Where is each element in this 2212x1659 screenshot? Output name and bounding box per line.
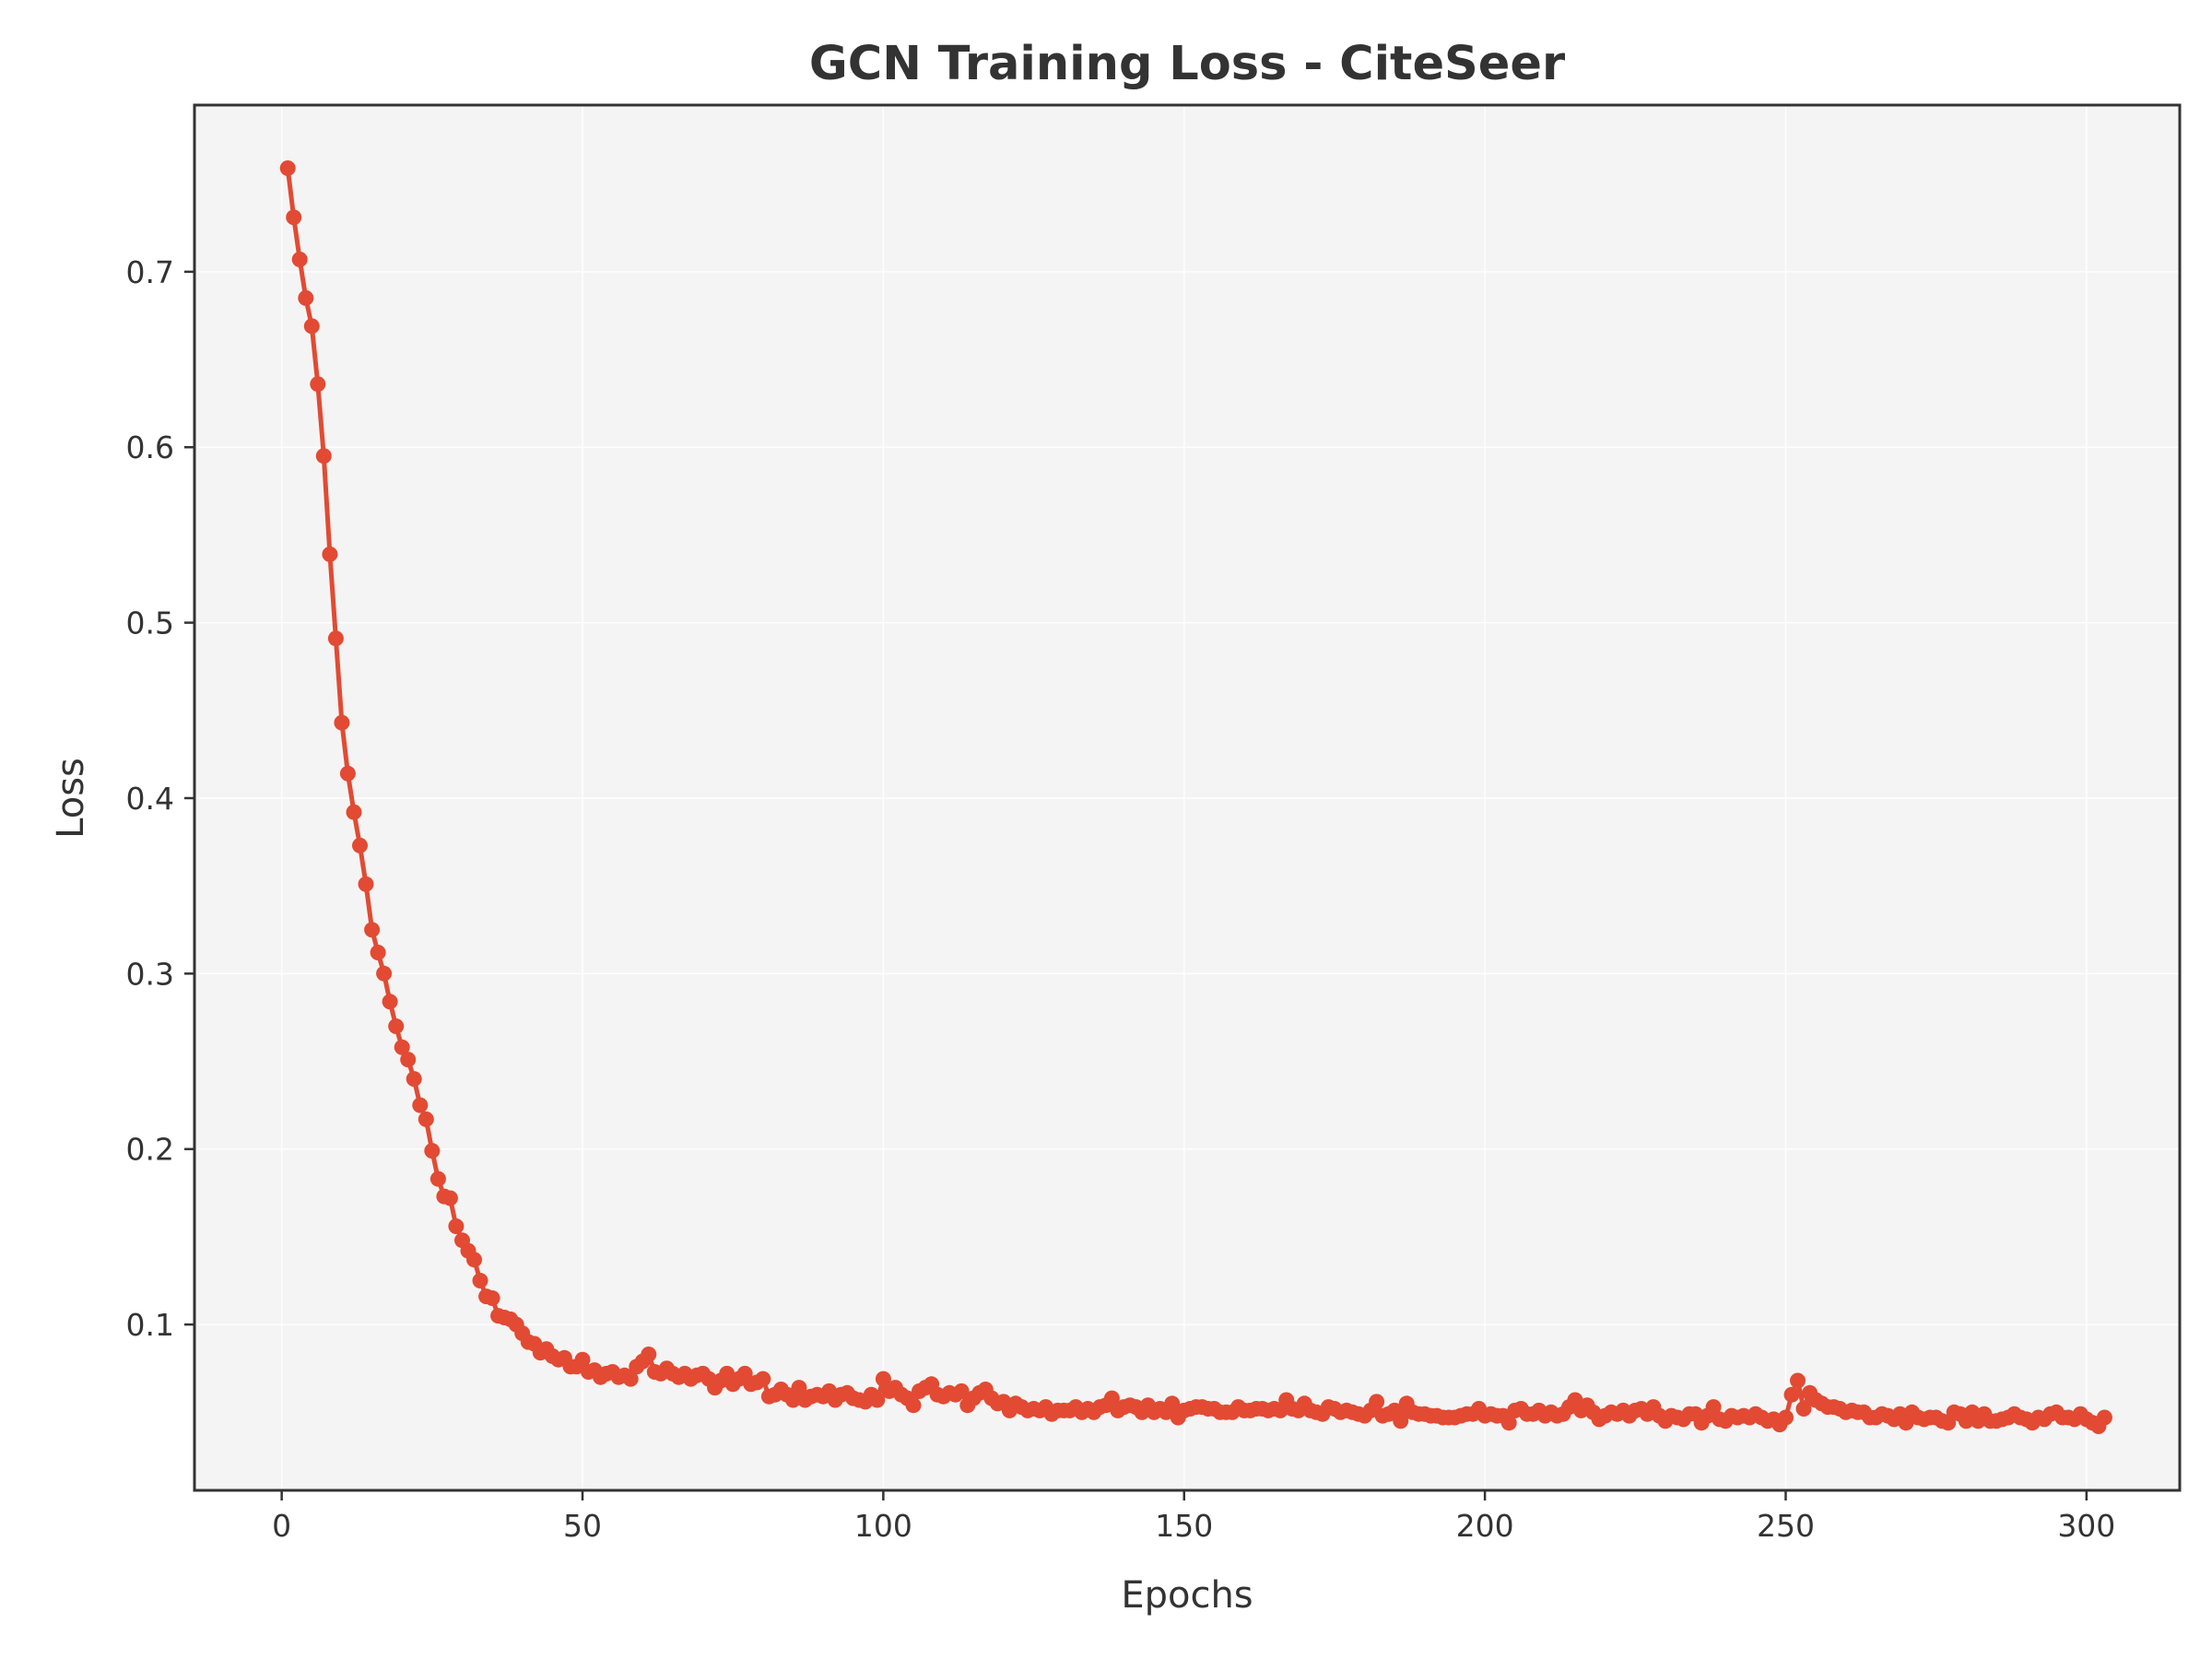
loss-point xyxy=(346,804,362,820)
loss-point xyxy=(1795,1401,1812,1417)
x-tick-label: 0 xyxy=(272,1508,291,1544)
y-axis-label: Loss xyxy=(50,758,92,839)
loss-point xyxy=(484,1290,500,1306)
loss-point xyxy=(291,252,308,267)
loss-point xyxy=(785,1392,801,1408)
y-tick-label: 0.5 xyxy=(126,606,174,641)
plot-area xyxy=(279,160,2112,1434)
y-axis: 0.1 0.2 0.3 0.4 0.5 0.6 0.7 xyxy=(126,254,194,1343)
loss-point xyxy=(1164,1395,1181,1412)
loss-point xyxy=(1393,1413,1409,1430)
loss-point xyxy=(755,1371,771,1387)
x-tick-label: 100 xyxy=(854,1508,912,1544)
x-tick-label: 50 xyxy=(563,1508,602,1544)
y-tick-label: 0.4 xyxy=(126,781,174,817)
loss-point xyxy=(1369,1394,1385,1410)
loss-point xyxy=(791,1380,807,1396)
loss-point xyxy=(1778,1409,1794,1426)
loss-point xyxy=(358,876,374,892)
loss-point xyxy=(286,209,302,226)
loss-point xyxy=(370,945,386,960)
loss-point xyxy=(303,318,320,335)
x-axis: 0 50 100 150 200 250 300 xyxy=(272,1490,2115,1544)
y-tick-label: 0.3 xyxy=(126,956,174,992)
loss-point xyxy=(364,922,381,938)
loss-point xyxy=(394,1039,410,1055)
loss-point xyxy=(875,1371,891,1387)
loss-point xyxy=(412,1097,429,1113)
loss-point xyxy=(327,630,344,647)
x-tick-label: 200 xyxy=(1456,1508,1514,1544)
loss-point xyxy=(400,1052,417,1068)
loss-point xyxy=(406,1071,422,1088)
loss-point xyxy=(388,1018,405,1034)
loss-point xyxy=(1783,1386,1800,1403)
loss-point xyxy=(298,289,314,306)
loss-point xyxy=(953,1382,970,1399)
loss-point xyxy=(310,376,326,393)
loss-point xyxy=(382,994,398,1010)
x-tick-label: 300 xyxy=(2057,1508,2115,1544)
loss-point xyxy=(1705,1399,1722,1416)
y-tick-label: 0.7 xyxy=(126,254,174,290)
loss-point xyxy=(622,1371,639,1387)
loss-point xyxy=(1103,1390,1120,1406)
y-tick-label: 0.1 xyxy=(126,1307,174,1343)
loss-point xyxy=(418,1111,434,1127)
loss-point xyxy=(905,1397,922,1414)
loss-point xyxy=(376,965,393,982)
loss-point xyxy=(279,160,296,176)
loss-point xyxy=(334,714,350,731)
loss-point xyxy=(472,1273,488,1288)
loss-point xyxy=(641,1347,657,1362)
x-tick-label: 250 xyxy=(1757,1508,1815,1544)
loss-point xyxy=(339,765,356,782)
y-tick-label: 0.6 xyxy=(126,429,174,465)
x-tick-label: 150 xyxy=(1155,1508,1213,1544)
loss-point xyxy=(352,837,368,853)
y-tick-label: 0.2 xyxy=(126,1132,174,1168)
loss-point xyxy=(466,1252,482,1268)
loss-point xyxy=(322,546,338,562)
grid xyxy=(194,105,2180,1490)
loss-point xyxy=(1500,1415,1517,1431)
x-axis-label: Epochs xyxy=(1121,1574,1253,1617)
chart-title: GCN Training Loss - CiteSeer xyxy=(809,37,1565,91)
loss-point xyxy=(441,1190,458,1206)
loss-point xyxy=(869,1392,886,1408)
loss-point xyxy=(315,448,332,465)
loss-point xyxy=(1790,1372,1806,1389)
loss-point xyxy=(574,1351,591,1368)
loss-point xyxy=(429,1171,446,1187)
loss-point xyxy=(448,1218,465,1234)
loss-point xyxy=(2096,1409,2112,1426)
loss-point xyxy=(424,1143,441,1159)
